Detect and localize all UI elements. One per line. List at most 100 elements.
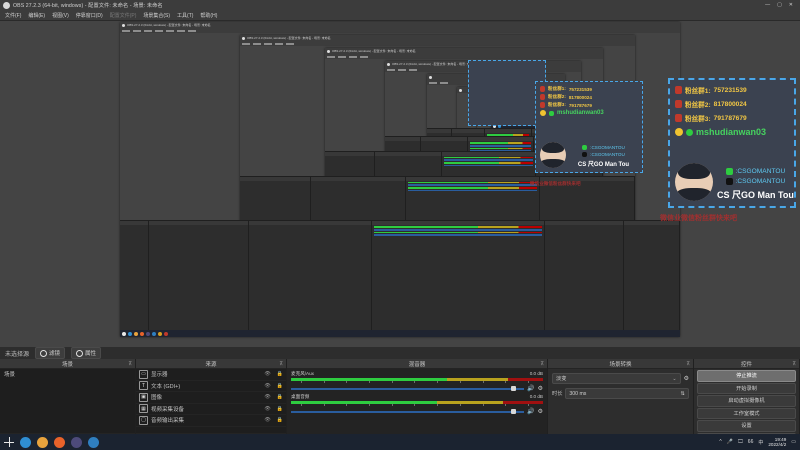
menu-item-tools[interactable] [286, 42, 294, 45]
transition-settings-icon[interactable]: ⚙ [683, 376, 689, 382]
menu-item-edit[interactable] [133, 29, 141, 32]
menu-item-file[interactable] [242, 42, 250, 45]
visibility-toggle[interactable]: 👁 [264, 371, 271, 378]
settings-button[interactable]: 设置 [697, 420, 796, 432]
menu-item-help[interactable]: 帮助(H) [200, 13, 218, 19]
menu-item-view[interactable] [144, 29, 152, 32]
studio-mode-button[interactable]: 工作室模式 [697, 407, 796, 419]
menu-item-view[interactable] [264, 42, 272, 45]
slider-knob[interactable] [511, 409, 517, 414]
lock-toggle[interactable]: 🔒 [276, 394, 283, 401]
menu-item-edit[interactable] [253, 42, 261, 45]
menu-item-edit[interactable] [440, 81, 448, 84]
menu-item-file[interactable]: 文件(F) [5, 13, 22, 19]
menu-item-file[interactable] [429, 81, 437, 84]
preview-source-toolbar: 未选择源 滤镜 属性 [0, 347, 800, 359]
start-virtual-camera-button[interactable]: 启动虚拟摄像机 [697, 395, 796, 407]
source-row-audio[interactable]: ▢ 音频输出采集 👁 🔒 [136, 415, 286, 427]
nested-taskbar-1 [120, 330, 680, 337]
lock-toggle[interactable]: 🔒 [276, 405, 283, 412]
volume-level[interactable]: 66 [747, 439, 754, 445]
chrome-icon[interactable] [37, 436, 48, 448]
menu-item-docks[interactable]: 停靠窗口(D) [75, 13, 103, 19]
menu-item-view[interactable] [409, 68, 417, 71]
stop-streaming-button[interactable]: 停止推流 [697, 370, 796, 382]
pin-icon[interactable]: ⊼ [792, 361, 796, 367]
scenes-list[interactable]: 场景 [0, 369, 135, 433]
visibility-toggle[interactable]: 👁 [264, 417, 271, 424]
visibility-toggle[interactable]: 👁 [264, 405, 271, 412]
visibility-toggle[interactable]: 👁 [264, 394, 271, 401]
menu-item-edit[interactable]: 编辑(E) [28, 13, 46, 19]
menu-item-tools[interactable] [360, 55, 368, 58]
menu-item-file[interactable] [387, 68, 395, 71]
preview-canvas[interactable]: OBS 27.2.3 (64-bit, windows) - 配置文件: 未命名… [0, 21, 800, 347]
microphone-icon[interactable]: 🎤 [726, 439, 733, 445]
stepper-icon[interactable]: ⇅ [680, 390, 685, 397]
ime-icon[interactable]: 中 [758, 439, 764, 446]
properties-button[interactable]: 属性 [71, 347, 102, 359]
start-button[interactable] [4, 437, 14, 447]
nested-titlebar-2: OBS 27.2.3 (64-bit, windows) - 配置文件: 未命名… [240, 35, 635, 41]
lock-toggle[interactable]: 🔒 [276, 382, 283, 389]
menu-item-tools[interactable]: 工具(T) [177, 13, 194, 19]
monitor-icon: ▭ [139, 369, 148, 379]
menu-item-edit[interactable] [338, 55, 346, 58]
sources-list[interactable]: ▭ 显示器 👁 🔒 T 文本 (GDI+) 👁 🔒 ▣ 图像 � [136, 369, 286, 433]
menu-item-view[interactable]: 视图(V) [52, 13, 69, 19]
menu-item-scene-collection[interactable]: 场景集合(S) [143, 13, 171, 19]
menu-item-profile[interactable]: 配置文件(P) [109, 13, 137, 19]
menu-item-edit[interactable] [398, 68, 406, 71]
opera-icon[interactable] [88, 436, 99, 448]
pin-icon[interactable]: ⊼ [279, 361, 283, 367]
pin-icon[interactable]: ⊼ [128, 361, 132, 367]
mixer-volume-slider[interactable] [291, 409, 525, 414]
source-row-camera[interactable]: ▦ 视频采集设备 👁 🔒 [136, 404, 286, 415]
gear-icon [76, 349, 84, 357]
fan-group-1-number: 757231539 [713, 86, 747, 94]
transitions-title: 场景转换 [609, 361, 632, 368]
pin-icon[interactable]: ⊼ [540, 361, 544, 367]
source-row-display[interactable]: ▭ 显示器 👁 🔒 [136, 369, 286, 381]
menu-item-file[interactable] [122, 29, 130, 32]
visibility-toggle[interactable]: 👁 [264, 382, 271, 389]
pin-icon[interactable]: ⊼ [686, 361, 690, 367]
nested-window-title-1: OBS 27.2.3 (64-bit, windows) - 配置文件: 未命名… [127, 23, 211, 27]
menu-item-tools[interactable] [188, 29, 196, 32]
scene-list-item[interactable]: 场景 [4, 372, 16, 378]
menu-item-docks[interactable] [275, 42, 283, 45]
filters-button[interactable]: 滤镜 [35, 347, 66, 359]
transition-select[interactable]: 淡变 ⌄ [552, 373, 681, 384]
taskbar-clock[interactable]: 19:49 2022/4/2 [768, 437, 786, 448]
tiktok-icon [725, 178, 733, 185]
menu-item-view[interactable] [349, 55, 357, 58]
start-recording-button[interactable]: 开始录制 [697, 382, 796, 394]
notification-icon[interactable]: ▭ [791, 439, 796, 445]
edge-icon[interactable] [20, 436, 31, 448]
close-button[interactable]: ✕ [788, 2, 793, 8]
minimize-button[interactable]: — [765, 2, 771, 8]
source-row-text[interactable]: T 文本 (GDI+) 👁 🔒 [136, 381, 286, 392]
mixer-title: 混音器 [408, 361, 426, 368]
menu-item-file[interactable] [327, 55, 335, 58]
mixer-settings-icon[interactable]: ⚙ [537, 409, 543, 415]
mixer-volume-slider[interactable] [291, 386, 525, 391]
qq-browser-icon[interactable] [71, 436, 82, 448]
firefox-icon[interactable] [54, 436, 65, 448]
network-icon[interactable]: 🖵 [737, 439, 743, 445]
menu-item-docks[interactable] [155, 29, 163, 32]
duration-input[interactable]: 300 ms ⇅ [565, 388, 689, 399]
lock-toggle[interactable]: 🔒 [276, 417, 283, 424]
menu-item-scene-collection[interactable] [177, 29, 185, 32]
maximize-button[interactable]: ▢ [777, 2, 782, 8]
slider-knob[interactable] [511, 386, 517, 391]
mute-icon[interactable]: 🔊 [527, 386, 535, 392]
mute-icon[interactable]: 🔊 [527, 409, 535, 415]
tray-expand-icon[interactable]: ^ [719, 439, 722, 445]
mixer-settings-icon[interactable]: ⚙ [537, 386, 543, 392]
menu-item-profile[interactable] [166, 29, 174, 32]
transitions-body: 淡变 ⌄ ⚙ 时长 300 ms ⇅ [548, 369, 693, 445]
source-row-image[interactable]: ▣ 图像 👁 🔒 [136, 392, 286, 404]
lock-toggle[interactable]: 🔒 [276, 371, 283, 378]
